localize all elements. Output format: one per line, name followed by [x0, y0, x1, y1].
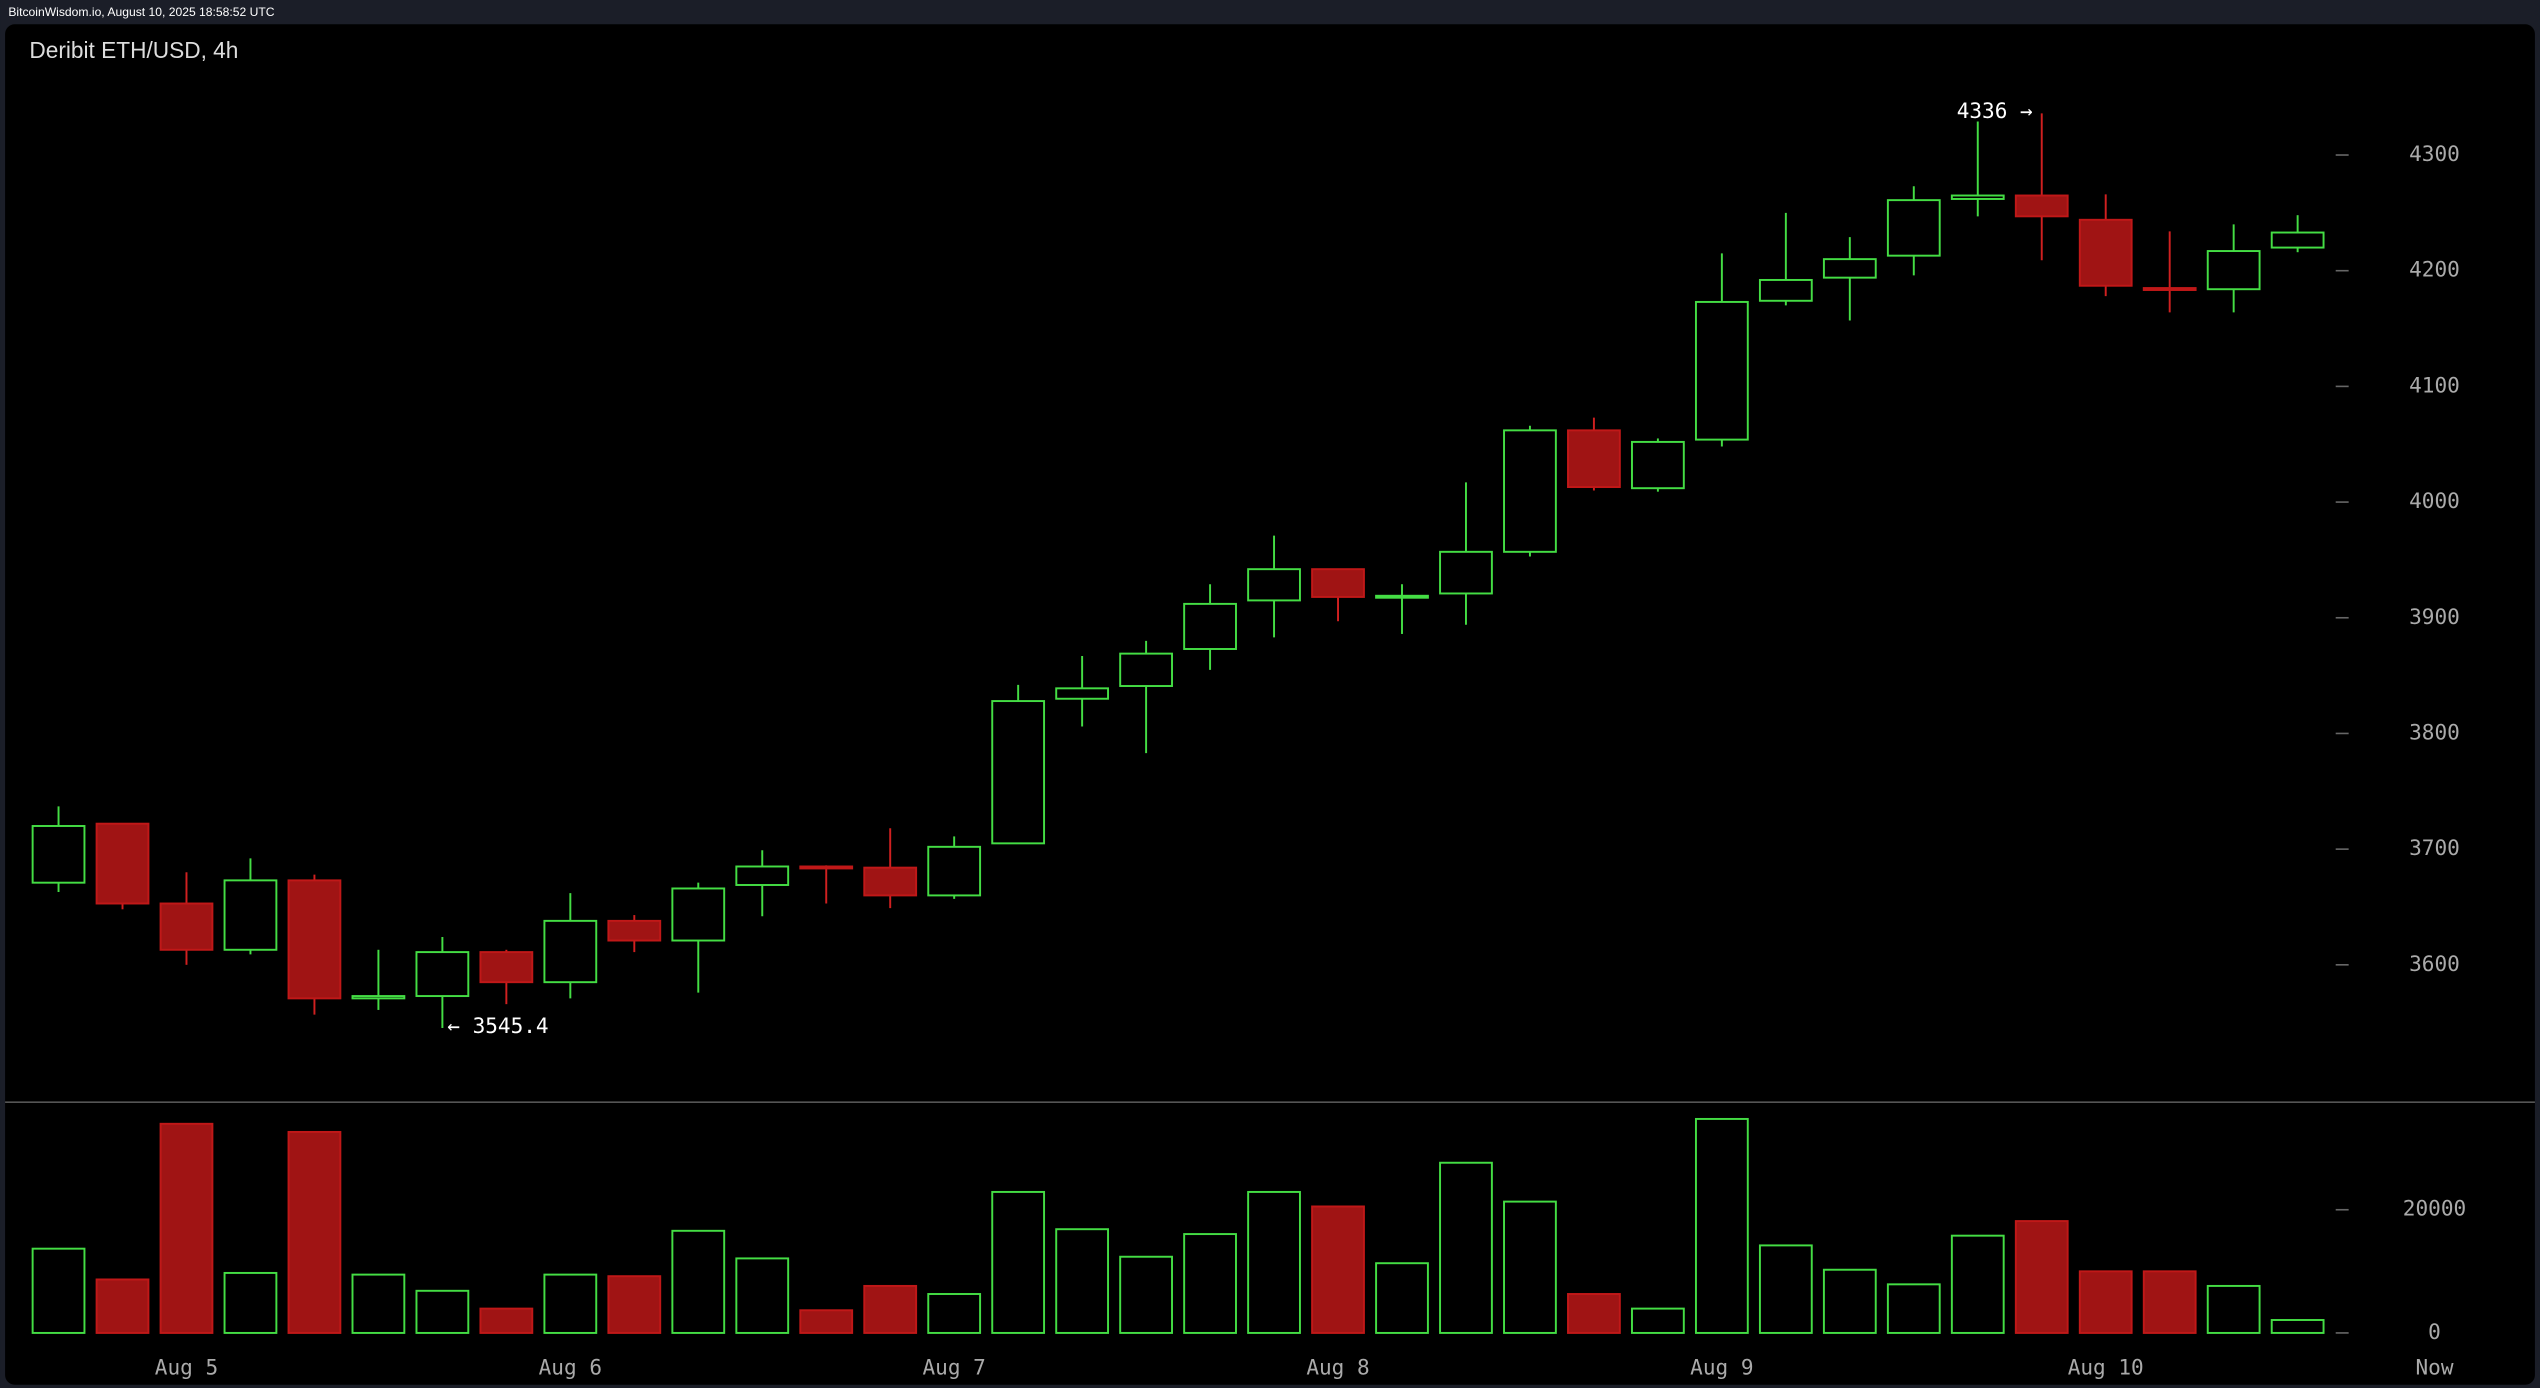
candle-body: [287, 879, 342, 1000]
y-tick-label: 3700: [2409, 835, 2460, 860]
y-tick-label: 0: [2428, 1319, 2441, 1344]
volume-bar: [1694, 1117, 1749, 1334]
candle-body: [1503, 429, 1557, 553]
candle-body: [1119, 652, 1173, 687]
candle-body: [799, 865, 854, 870]
candle-body: [671, 887, 726, 942]
chart-title: Deribit ETH/USD, 4h: [29, 37, 238, 63]
x-tick-label: Aug 8: [1306, 1355, 1369, 1380]
volume-bar: [1822, 1268, 1877, 1334]
chart-area: [5, 24, 2535, 1385]
candle-body: [1247, 568, 1301, 602]
volume-bar: [2078, 1270, 2133, 1334]
candle-body: [1567, 429, 1621, 489]
candle-body: [607, 919, 662, 942]
candle-body: [159, 902, 214, 951]
high-annotation: 4336 →: [1957, 98, 2033, 123]
volume-bar: [1055, 1228, 1110, 1334]
volume-bar: [1950, 1234, 2005, 1334]
volume-bar: [1503, 1200, 1557, 1334]
volume-bar: [1119, 1255, 1173, 1334]
candle-body: [1950, 194, 2005, 200]
volume-bar: [415, 1289, 470, 1334]
volume-bar: [223, 1271, 278, 1334]
candle-body: [735, 865, 790, 886]
candle-body: [1886, 199, 1941, 257]
candle-body: [1311, 568, 1365, 598]
candle-body: [2142, 287, 2197, 291]
candle-body: [863, 866, 918, 897]
y-tick-label: 4100: [2409, 372, 2460, 397]
volume-bar: [1758, 1244, 1813, 1334]
candle-body: [1631, 440, 1685, 490]
volume-bar: [1631, 1307, 1685, 1334]
volume-bar: [799, 1309, 854, 1334]
volume-bar: [671, 1229, 726, 1334]
candle-body: [1758, 278, 1813, 302]
candle-body: [1822, 258, 1877, 279]
volume-bar: [1886, 1283, 1941, 1334]
candle-body: [2206, 250, 2261, 291]
x-tick-label: Aug 10: [2068, 1355, 2144, 1380]
volume-bar: [1375, 1262, 1429, 1334]
volume-bar: [735, 1257, 790, 1334]
candle-body: [415, 951, 470, 998]
x-tick-label: Aug 7: [922, 1355, 985, 1380]
volume-bar: [95, 1278, 150, 1334]
header-text: BitcoinWisdom.io, August 10, 2025 18:58:…: [8, 5, 274, 19]
volume-bar: [863, 1284, 918, 1334]
candle-body: [927, 845, 982, 897]
y-tick-label: 4300: [2409, 141, 2460, 166]
volume-bar: [287, 1130, 342, 1334]
candle-body: [1055, 687, 1110, 700]
volume-bar: [1183, 1233, 1237, 1334]
candle-body: [1375, 594, 1429, 599]
y-tick-label: 4200: [2409, 257, 2460, 282]
y-tick-label: 20000: [2403, 1196, 2466, 1221]
x-tick-label: Aug 9: [1690, 1355, 1753, 1380]
candle-body: [2014, 194, 2069, 218]
volume-bar: [927, 1293, 982, 1334]
candle-body: [1439, 550, 1493, 595]
candle-body: [1694, 300, 1749, 441]
low-annotation: ← 3545.4: [447, 1013, 548, 1038]
candle-body: [991, 700, 1046, 845]
volume-bar: [543, 1273, 598, 1334]
candle-body: [95, 822, 150, 905]
candle-body: [543, 919, 598, 984]
x-tick-label: Aug 5: [155, 1355, 218, 1380]
candle-body: [223, 879, 278, 951]
volume-bar: [1567, 1293, 1621, 1334]
volume-bar: [1439, 1161, 1493, 1334]
volume-bar: [2206, 1284, 2261, 1334]
volume-bar: [159, 1122, 214, 1334]
y-tick-label: 3900: [2409, 604, 2460, 629]
now-label: Now: [2415, 1355, 2453, 1380]
y-tick-label: 3800: [2409, 719, 2460, 744]
y-tick-label: 3600: [2409, 951, 2460, 976]
volume-bar: [2142, 1270, 2197, 1334]
volume-bar: [479, 1307, 534, 1334]
volume-bar: [2014, 1220, 2069, 1334]
x-tick-label: Aug 6: [539, 1355, 602, 1380]
candle-body: [1183, 602, 1237, 650]
candle-body: [2270, 231, 2325, 249]
volume-bar: [607, 1275, 662, 1334]
candle-body: [351, 995, 406, 1000]
volume-bar: [1247, 1190, 1301, 1334]
volume-bar: [2270, 1319, 2325, 1334]
y-tick-label: 4000: [2409, 488, 2460, 513]
candle-body: [2078, 218, 2133, 287]
volume-bar: [991, 1190, 1046, 1334]
volume-bar: [1311, 1205, 1365, 1334]
volume-bar: [351, 1273, 406, 1334]
candle-body: [31, 825, 86, 884]
candle-body: [479, 951, 534, 984]
volume-bar: [31, 1247, 86, 1334]
